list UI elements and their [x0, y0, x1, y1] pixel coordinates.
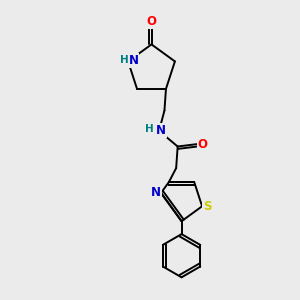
Text: S: S: [203, 200, 212, 213]
Text: N: N: [128, 54, 139, 67]
Text: H: H: [145, 124, 154, 134]
Text: O: O: [198, 138, 208, 151]
Text: H: H: [120, 56, 129, 65]
Text: N: N: [156, 124, 166, 137]
Text: O: O: [146, 15, 157, 28]
Text: N: N: [151, 186, 160, 200]
